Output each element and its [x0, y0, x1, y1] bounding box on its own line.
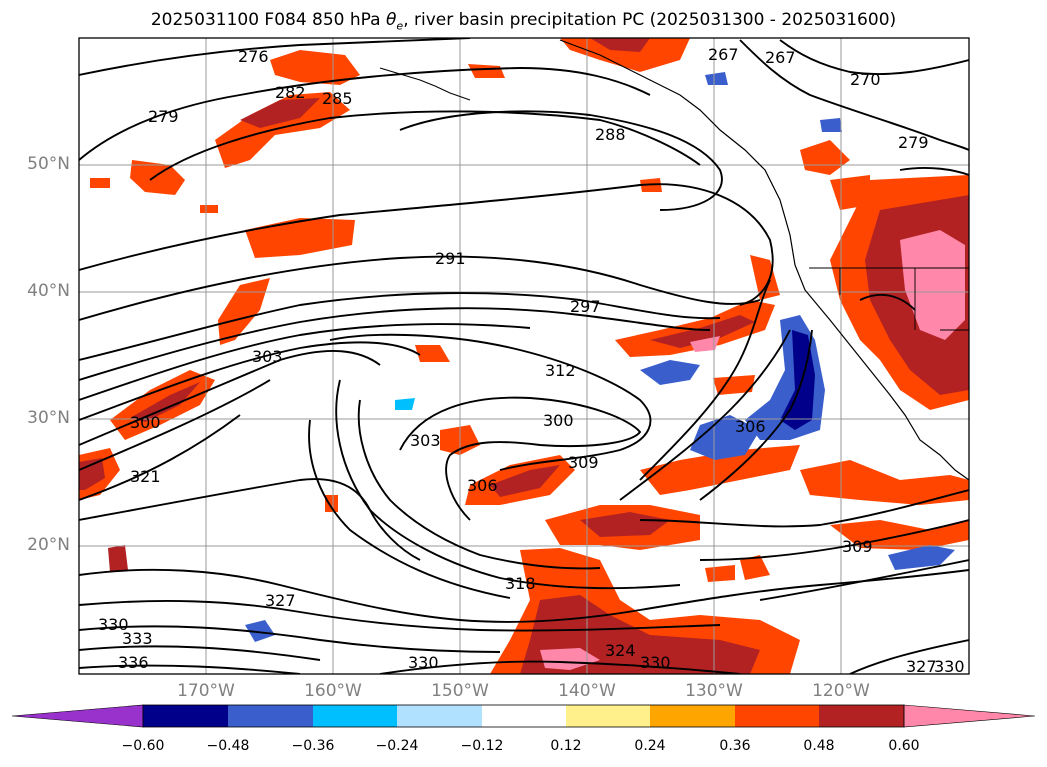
contour-label: 303	[252, 347, 283, 366]
contour-label: 291	[435, 249, 466, 268]
contour-label: 300	[130, 413, 161, 432]
map-plot-area: 276 267 267 270 279 282 285 288 279 291 …	[79, 38, 969, 676]
contour-label: 309	[842, 537, 873, 556]
contour-label: 318	[505, 574, 536, 593]
longitude-label-130w: 130°W	[685, 681, 743, 701]
contour-label: 303	[410, 431, 441, 450]
contour-label: 330	[934, 657, 965, 676]
contour-label: 327	[265, 591, 296, 610]
latitude-label-50n: 50°N	[27, 154, 70, 174]
colorbar-segment	[819, 705, 904, 727]
colorbar-segment	[228, 705, 313, 727]
coastline-north-america	[559, 39, 969, 481]
longitude-label-140w: 140°W	[558, 681, 616, 701]
longitude-label-150w: 150°W	[431, 681, 489, 701]
colorbar-high-extension	[903, 704, 1036, 728]
contour-label: 306	[467, 476, 498, 495]
contour-label: 282	[275, 83, 306, 102]
colorbar-tick-label: 0.12	[550, 738, 582, 754]
contour-label: 330	[640, 653, 671, 672]
contour-label: 288	[595, 125, 626, 144]
contour-label: 330	[98, 615, 129, 634]
colorbar-segment	[566, 705, 650, 727]
colorbar-low-extension	[11, 704, 144, 728]
colorbar-segment	[313, 705, 397, 727]
state-borders	[809, 267, 969, 331]
contour-label: 327	[906, 657, 937, 676]
colorbar-tick-label: −0.24	[375, 738, 419, 754]
contour-label: 285	[322, 89, 353, 108]
colorbar-tick-label: 0.48	[803, 738, 835, 754]
colorbar-segment	[397, 705, 482, 727]
map-title: 2025031100 F084 850 hPa θe, river basin …	[150, 10, 897, 33]
colorbar-tick-label: −0.36	[291, 738, 335, 754]
contour-label: 276	[238, 47, 269, 66]
contour-label: 333	[122, 629, 153, 648]
colorbar	[11, 704, 1036, 728]
graticule	[79, 38, 969, 674]
colorbar-tick-label: −0.48	[206, 738, 250, 754]
colorbar-tick-label: 0.36	[719, 738, 751, 754]
contour-label: 297	[570, 297, 601, 316]
contour-label: 270	[850, 70, 881, 89]
precip-negative-shading	[245, 72, 955, 642]
coastline-aleutians	[379, 67, 471, 101]
contour-label: 300	[543, 411, 574, 430]
contour-label: 321	[130, 467, 161, 486]
contour-label: 267	[765, 48, 796, 67]
theta-e-contours	[79, 38, 969, 674]
contour-label: 336	[118, 653, 149, 672]
map-frame	[78, 37, 970, 675]
longitude-label-170w: 170°W	[177, 681, 235, 701]
latitude-label-30n: 30°N	[27, 408, 70, 428]
contour-label: 306	[735, 417, 766, 436]
latitude-label-20n: 20°N	[27, 535, 70, 555]
colorbar-outline	[142, 704, 905, 728]
contour-label: 330	[408, 653, 439, 672]
colorbar-segment	[650, 705, 735, 727]
colorbar-tick-label: 0.60	[888, 738, 920, 754]
colorbar-tick-label: 0.24	[634, 738, 666, 754]
longitude-label-160w: 160°W	[304, 681, 362, 701]
contour-label: 312	[545, 361, 576, 380]
colorbar-segment	[143, 705, 228, 727]
colorbar-segment	[735, 705, 819, 727]
contour-label: 324	[605, 641, 636, 660]
contour-label: 309	[568, 453, 599, 472]
colorbar-tick-label: −0.12	[460, 738, 504, 754]
latitude-label-40n: 40°N	[27, 281, 70, 301]
colorbar-tick-label: −0.60	[121, 738, 165, 754]
contour-labels: 276 267 267 270 279 282 285 288 279 291 …	[98, 45, 965, 676]
contour-label: 267	[708, 45, 739, 64]
contour-label: 279	[898, 133, 929, 152]
colorbar-segment	[482, 705, 566, 727]
contour-label: 279	[148, 107, 179, 126]
longitude-label-120w: 120°W	[812, 681, 870, 701]
